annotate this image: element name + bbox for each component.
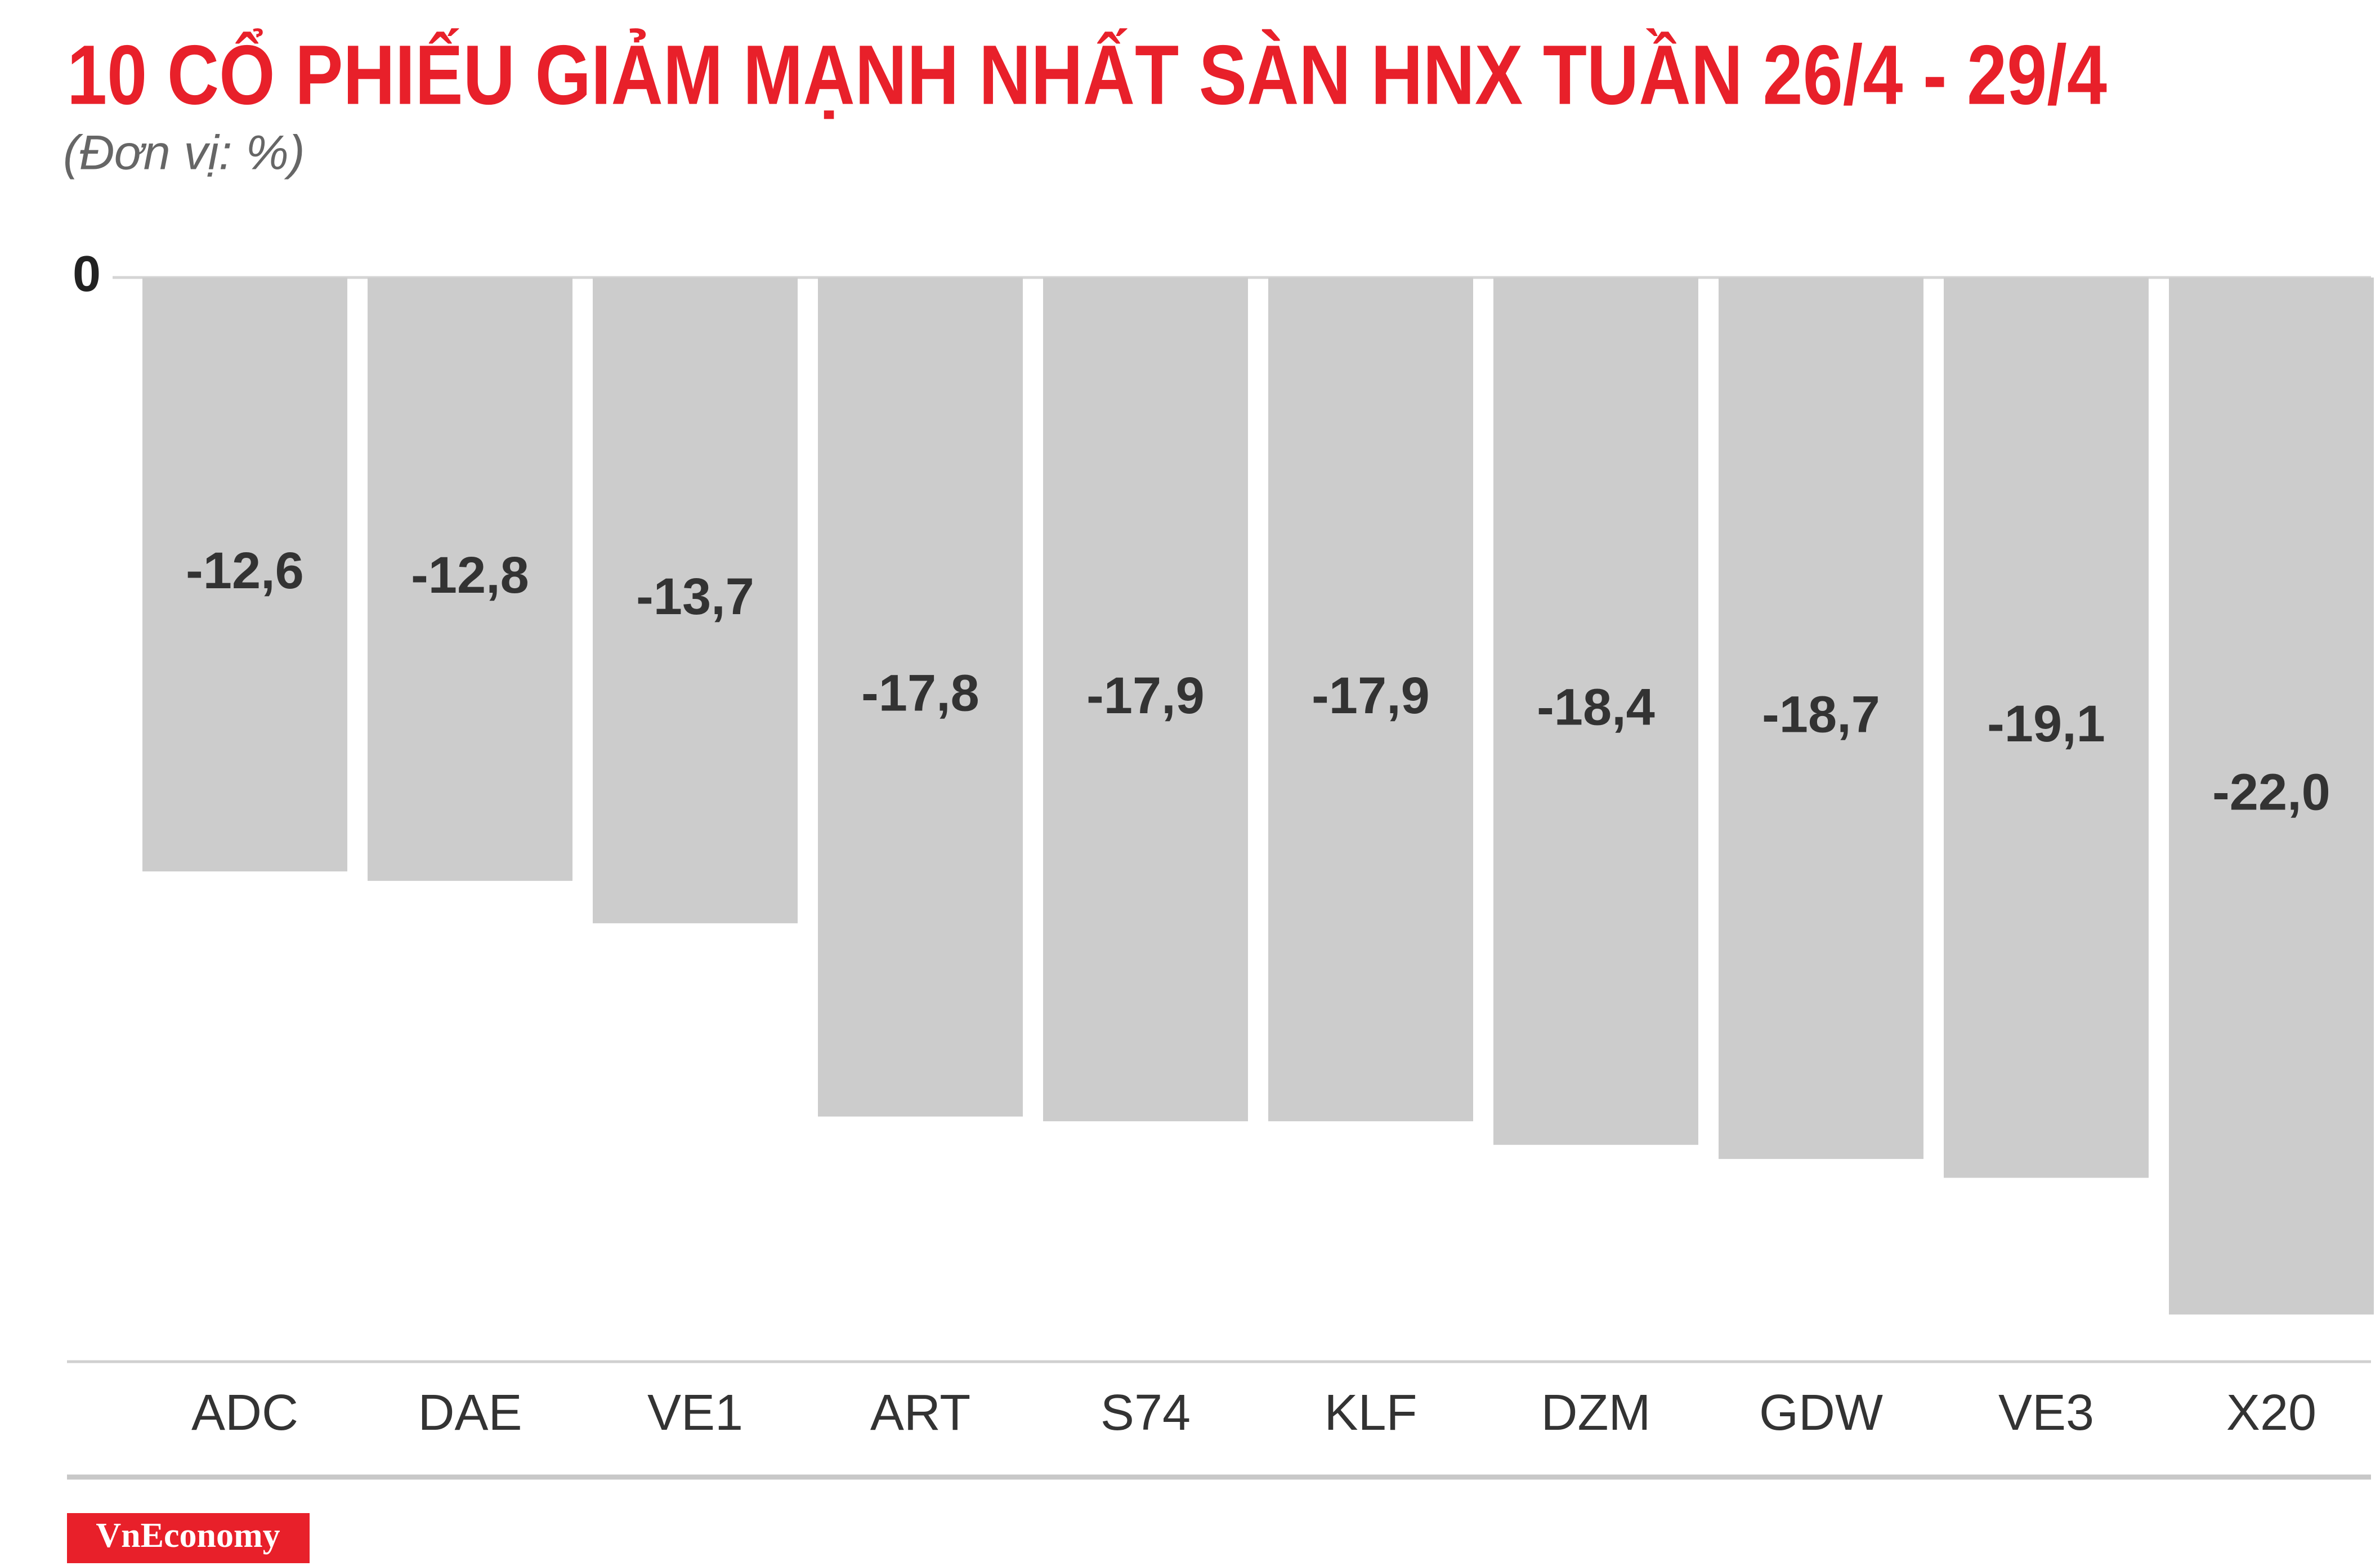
value-label: -17,9	[1312, 667, 1430, 724]
brand-text: VnEconomy	[96, 1516, 280, 1555]
brand-logo	[67, 1513, 310, 1563]
chart-subtitle: (Đơn vị: %)	[63, 126, 305, 180]
bar	[1268, 278, 1473, 1121]
bar	[1493, 278, 1698, 1145]
x-tick-label: DZM	[1541, 1385, 1651, 1441]
chart-title: 10 CỔ PHIẾU GIẢM MẠNH NHẤT SÀN HNX TUẦN …	[67, 28, 2107, 122]
bar	[818, 278, 1023, 1117]
x-tick-label: VE3	[1998, 1385, 2094, 1441]
value-label: -19,1	[1987, 695, 2105, 753]
bar	[593, 278, 798, 924]
bar	[1719, 278, 1923, 1159]
value-label: -12,8	[411, 547, 529, 604]
bar	[142, 278, 347, 872]
bar	[1043, 278, 1248, 1121]
x-tick-label: GDW	[1759, 1385, 1883, 1441]
value-label: -18,4	[1537, 679, 1655, 736]
bar	[368, 278, 572, 881]
x-tick-label: KLF	[1324, 1385, 1417, 1441]
bar	[1944, 278, 2149, 1178]
value-label: -13,7	[636, 568, 754, 625]
x-tick-label: ADC	[191, 1385, 298, 1441]
value-label: -12,6	[186, 542, 304, 599]
x-tick-label: VE1	[647, 1385, 743, 1441]
x-tick-label: DAE	[418, 1385, 522, 1441]
value-label: -17,8	[861, 665, 979, 722]
bar	[2169, 278, 2374, 1315]
value-label: -22,0	[2212, 763, 2330, 821]
x-tick-label: ART	[870, 1385, 970, 1441]
value-label: -18,7	[1762, 686, 1880, 743]
x-tick-label: S74	[1100, 1385, 1191, 1441]
x-tick-label: X20	[2226, 1385, 2316, 1441]
value-label: -17,9	[1086, 667, 1205, 724]
y-tick-label: 0	[73, 246, 101, 302]
